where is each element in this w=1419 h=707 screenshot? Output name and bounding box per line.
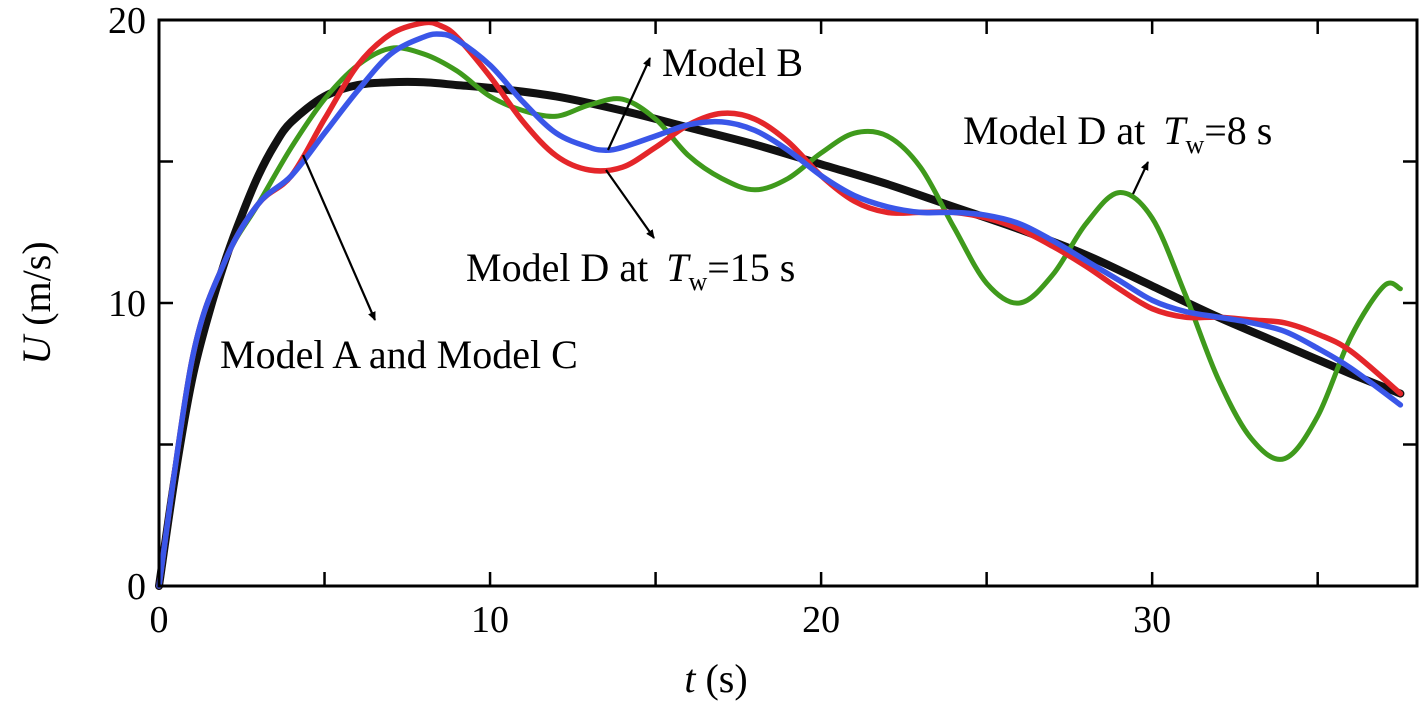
y-axis-title: U (m/s) — [14, 241, 59, 364]
series-line-model-d-8 — [156, 45, 1403, 589]
x-axis-title: t (s) — [684, 656, 747, 701]
annotation-model-b-label: Model B — [662, 40, 803, 85]
x-tick-label: 0 — [150, 599, 169, 641]
annotation-model-d-15: Model D at Tw=15 s — [466, 169, 795, 296]
annotation-model-a-c: Model A and Model C — [220, 154, 578, 377]
annotation-model-b: Model B — [606, 40, 803, 151]
annotation-model-d-15-arrow — [605, 169, 655, 239]
y-tick-label: 20 — [108, 0, 146, 42]
y-tick-label: 10 — [108, 283, 146, 325]
y-tick-label: 0 — [127, 566, 146, 608]
x-tick-label: 30 — [1133, 599, 1171, 641]
annotation-model-d-15-label: Model D at Tw=15 s — [466, 245, 795, 296]
plot-frame — [157, 18, 1419, 588]
annotation-model-a-c-arrow — [301, 154, 377, 321]
series-line-model-d-15 — [156, 19, 1404, 589]
annotation-model-d-8: Model D at Tw=8 s — [963, 108, 1272, 195]
x-tick-label: 20 — [802, 599, 840, 641]
annotation-model-b-arrow — [606, 57, 652, 151]
tick-label-layer: 0 10 20 30 0 10 20 — [108, 0, 1171, 641]
x-tick-label: 10 — [471, 599, 509, 641]
annotation-model-d-8-label: Model D at Tw=8 s — [963, 108, 1272, 159]
series-line-model-b — [156, 31, 1404, 589]
series-layer — [155, 19, 1405, 590]
annotation-model-d-8-arrow — [1132, 161, 1149, 195]
annotation-model-a-c-label: Model A and Model C — [220, 332, 578, 377]
